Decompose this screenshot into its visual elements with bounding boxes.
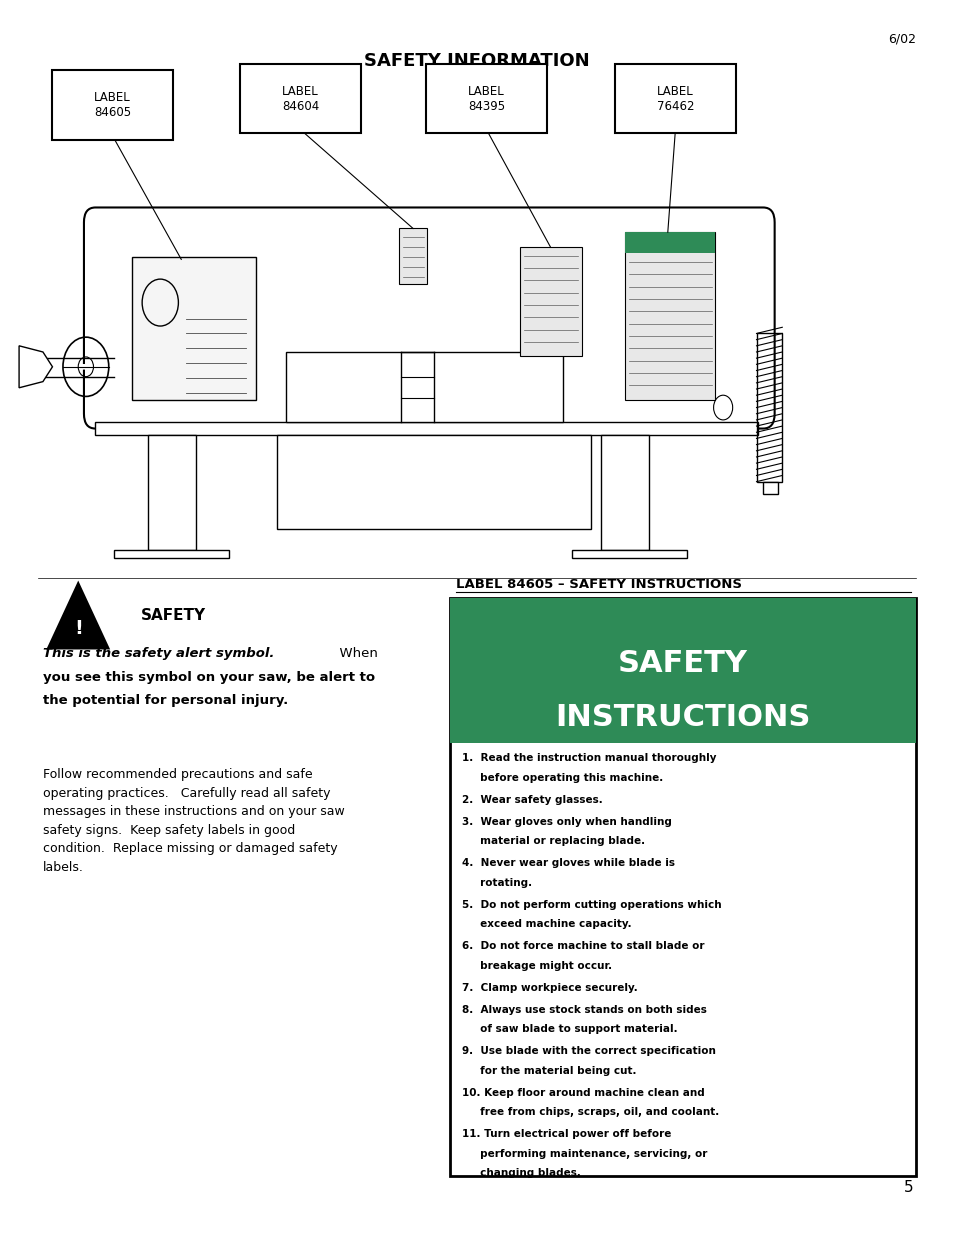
Polygon shape (132, 257, 255, 400)
FancyBboxPatch shape (450, 598, 915, 743)
Text: for the material being cut.: for the material being cut. (461, 1066, 636, 1076)
Text: 5: 5 (903, 1181, 913, 1195)
Polygon shape (276, 435, 591, 529)
Text: 6/02: 6/02 (887, 32, 915, 46)
FancyBboxPatch shape (615, 64, 735, 133)
Text: 11. Turn electrical power off before: 11. Turn electrical power off before (461, 1129, 670, 1139)
Text: SAFETY: SAFETY (141, 608, 206, 622)
Text: SAFETY: SAFETY (618, 648, 747, 678)
Text: rotating.: rotating. (461, 878, 532, 888)
Text: breakage might occur.: breakage might occur. (461, 961, 611, 971)
Text: This is the safety alert symbol.: This is the safety alert symbol. (43, 647, 274, 661)
FancyBboxPatch shape (450, 598, 915, 1176)
Text: INSTRUCTIONS: INSTRUCTIONS (555, 703, 810, 732)
Text: 7.  Clamp workpiece securely.: 7. Clamp workpiece securely. (461, 983, 637, 993)
Text: material or replacing blade.: material or replacing blade. (461, 836, 644, 846)
Text: 8.  Always use stock stands on both sides: 8. Always use stock stands on both sides (461, 1005, 706, 1015)
Polygon shape (624, 232, 715, 400)
Text: free from chips, scraps, oil, and coolant.: free from chips, scraps, oil, and coolan… (461, 1108, 719, 1118)
Polygon shape (114, 550, 229, 558)
Text: 2.  Wear safety glasses.: 2. Wear safety glasses. (461, 795, 602, 805)
Text: exceed machine capacity.: exceed machine capacity. (461, 919, 631, 929)
Polygon shape (519, 247, 581, 356)
FancyBboxPatch shape (426, 64, 546, 133)
FancyBboxPatch shape (52, 70, 172, 140)
Text: Follow recommended precautions and safe
operating practices.   Carefully read al: Follow recommended precautions and safe … (43, 768, 344, 873)
Text: 10. Keep floor around machine clean and: 10. Keep floor around machine clean and (461, 1088, 703, 1098)
Polygon shape (148, 435, 195, 550)
Text: you see this symbol on your saw, be alert to: you see this symbol on your saw, be aler… (43, 671, 375, 684)
FancyBboxPatch shape (240, 64, 360, 133)
Text: LABEL 84605 – SAFETY INSTRUCTIONS: LABEL 84605 – SAFETY INSTRUCTIONS (456, 578, 741, 592)
Text: 9.  Use blade with the correct specification: 9. Use blade with the correct specificat… (461, 1046, 715, 1056)
Polygon shape (572, 550, 686, 558)
Text: LABEL
84605: LABEL 84605 (94, 91, 131, 119)
Polygon shape (286, 352, 562, 422)
FancyBboxPatch shape (84, 207, 774, 429)
Polygon shape (600, 435, 648, 550)
Text: changing blades.: changing blades. (461, 1168, 580, 1178)
Polygon shape (95, 422, 758, 435)
Polygon shape (398, 228, 427, 284)
Text: before operating this machine.: before operating this machine. (461, 773, 662, 783)
Polygon shape (762, 482, 777, 494)
Polygon shape (624, 232, 715, 253)
Text: When: When (331, 647, 377, 661)
Text: LABEL
84604: LABEL 84604 (281, 85, 319, 112)
Text: of saw blade to support material.: of saw blade to support material. (461, 1024, 677, 1034)
Text: LABEL
84395: LABEL 84395 (468, 85, 504, 112)
Text: the potential for personal injury.: the potential for personal injury. (43, 694, 288, 708)
Text: 1.  Read the instruction manual thoroughly: 1. Read the instruction manual thoroughl… (461, 753, 716, 763)
Text: LABEL
76462: LABEL 76462 (656, 85, 694, 112)
Text: 3.  Wear gloves only when handling: 3. Wear gloves only when handling (461, 816, 671, 826)
Text: 5.  Do not perform cutting operations which: 5. Do not perform cutting operations whi… (461, 900, 720, 910)
Text: 4.  Never wear gloves while blade is: 4. Never wear gloves while blade is (461, 858, 674, 868)
Text: SAFETY INFORMATION: SAFETY INFORMATION (364, 52, 589, 70)
Polygon shape (49, 584, 108, 648)
Text: 6.  Do not force machine to stall blade or: 6. Do not force machine to stall blade o… (461, 941, 703, 951)
Text: performing maintenance, servicing, or: performing maintenance, servicing, or (461, 1149, 706, 1158)
Text: !: ! (73, 619, 83, 638)
Polygon shape (19, 346, 52, 388)
